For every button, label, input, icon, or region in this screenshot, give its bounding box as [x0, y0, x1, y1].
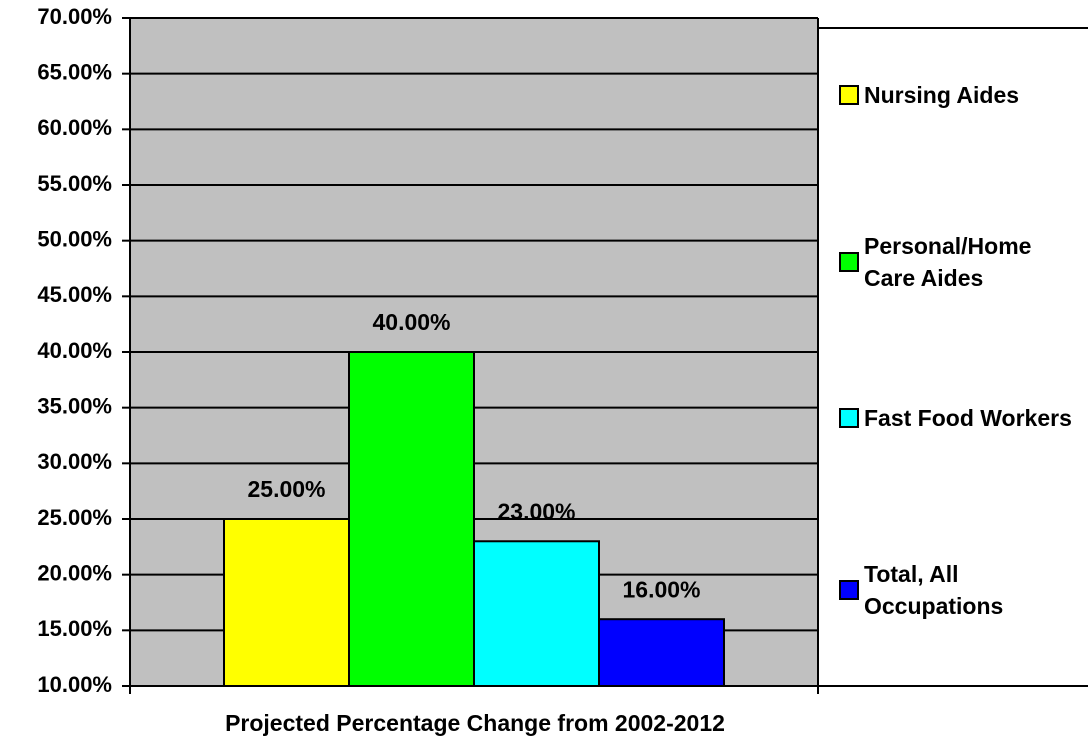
y-tick-label: 25.00% [37, 505, 112, 530]
y-tick-label: 70.00% [37, 4, 112, 29]
y-tick-label: 45.00% [37, 282, 112, 307]
legend-entry: Nursing Aides [864, 82, 1020, 108]
legend-swatch [839, 85, 859, 105]
legend-label: Personal/Home Care Aides [864, 233, 1032, 291]
y-tick-label: 15.00% [37, 616, 112, 641]
legend-swatch [839, 580, 859, 600]
bar [223, 518, 350, 687]
value-label: 25.00% [247, 476, 325, 502]
value-label: 23.00% [497, 498, 575, 524]
y-tick-label: 60.00% [37, 115, 112, 140]
y-tick-label: 35.00% [37, 393, 112, 418]
legend-entry: Personal/Home Care Aides [864, 233, 1032, 291]
legend-label: Total, All Occupations [864, 561, 1004, 619]
y-tick-label: 50.00% [37, 226, 112, 251]
y-tick-label: 40.00% [37, 338, 112, 363]
bar [473, 540, 600, 687]
x-axis-label: Projected Percentage Change from 2002-20… [225, 710, 725, 736]
legend-label: Fast Food Workers [864, 405, 1072, 431]
legend-swatch [839, 408, 859, 428]
bar [348, 351, 475, 687]
value-label: 40.00% [372, 309, 450, 335]
legend-entry: Total, All Occupations [864, 561, 1004, 619]
legend-label: Nursing Aides [864, 82, 1020, 108]
legend-entry: Fast Food Workers [864, 405, 1072, 431]
value-label: 16.00% [622, 576, 700, 602]
y-tick-label: 10.00% [37, 672, 112, 697]
y-tick-label: 65.00% [37, 59, 112, 84]
bar [598, 618, 725, 688]
y-tick-label: 55.00% [37, 171, 112, 196]
legend-swatch [839, 252, 859, 272]
y-tick-label: 30.00% [37, 449, 112, 474]
y-tick-label: 20.00% [37, 560, 112, 585]
